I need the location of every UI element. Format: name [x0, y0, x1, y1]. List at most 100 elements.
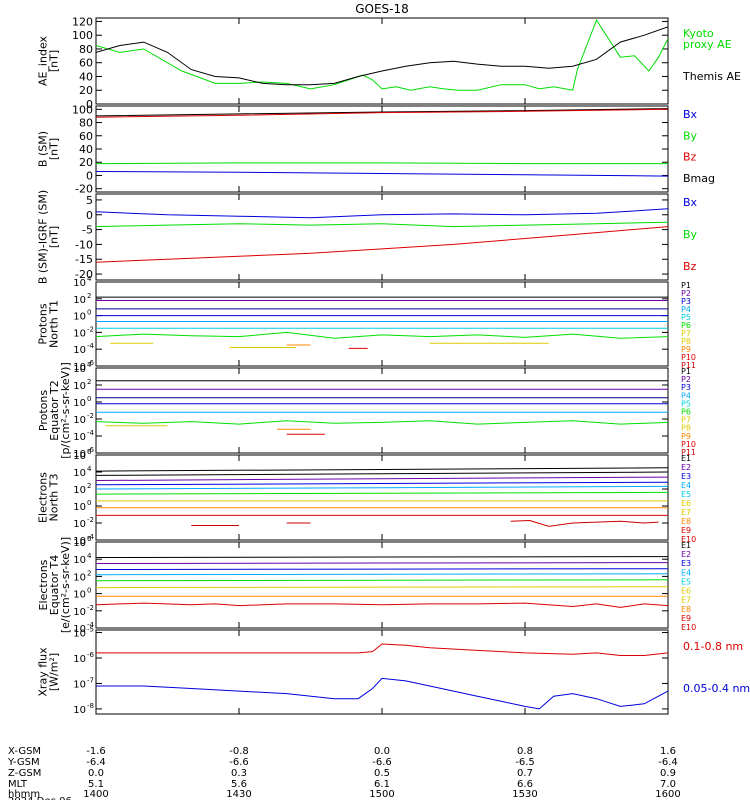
y-tick-exponent: -4	[87, 429, 95, 437]
y-axis-label: North T1	[48, 300, 61, 348]
y-tick-exponent: -2	[87, 604, 94, 612]
y-tick-label: 10	[73, 629, 86, 640]
y-tick-label: -20	[75, 183, 93, 196]
channel-label: P8	[681, 337, 691, 346]
footer-value: -6.5	[515, 757, 535, 768]
y-tick-label: 10	[73, 312, 86, 323]
y-tick-label: 10	[73, 328, 86, 339]
y-tick-label: 10	[73, 432, 86, 443]
series-line-1	[96, 19, 668, 91]
panel-frame	[95, 105, 669, 193]
series-line-2	[96, 471, 668, 476]
y-tick-label: 10	[73, 607, 86, 618]
channel-label: E3	[681, 472, 691, 481]
channel-label: E10	[681, 623, 696, 632]
y-tick-exponent: 6	[87, 535, 92, 543]
y-tick-label: 0	[86, 169, 93, 182]
y-axis-label: [nT]	[48, 138, 61, 160]
y-axis-label: [nT]	[48, 50, 61, 72]
series-line-8	[96, 602, 668, 608]
series-group	[96, 108, 668, 177]
y-tick-exponent: -4	[87, 342, 95, 350]
legend-entry: Bz	[683, 151, 697, 164]
channel-label: E8	[681, 517, 691, 526]
series-line-2	[96, 221, 668, 228]
channel-label: E7	[681, 596, 691, 605]
y-axis-label: [W/m²]	[48, 653, 61, 691]
panel-frame	[95, 541, 669, 629]
y-tick-label: 10	[73, 381, 86, 392]
channel-label: P8	[681, 424, 691, 433]
y-tick-label: 10	[73, 538, 86, 549]
footer-value: -6.6	[372, 757, 392, 768]
y-tick-label: 80	[79, 43, 93, 56]
footer-value: 1430	[226, 789, 251, 800]
channel-label: P11	[681, 448, 696, 457]
channel-label: P10	[681, 353, 696, 362]
y-tick-label: 0	[86, 209, 93, 222]
y-axis-label: AE_index	[37, 35, 50, 86]
series-group	[96, 643, 668, 710]
series-line-1	[96, 108, 668, 117]
series-line-5	[96, 579, 668, 582]
series-line-7	[96, 331, 668, 339]
y-tick-exponent: 4	[87, 465, 92, 473]
y-tick-exponent: -8	[87, 702, 94, 710]
panel-3: -20 -15 -10-5 0 5 B (SM)-IGRF (SM)[nT] Bx By Bz	[37, 190, 698, 284]
channel-label: E3	[681, 559, 691, 568]
footer-row-label: MLT	[8, 779, 28, 790]
series-line-6	[96, 420, 668, 425]
series-line-1	[96, 208, 668, 219]
y-tick-label: 10	[73, 362, 86, 373]
footer-value: 1500	[369, 789, 394, 800]
footer-value: 5.6	[231, 779, 247, 790]
footer-value: 0.8	[517, 746, 533, 757]
y-axis-label: [e/(cm²-s-sr-keV)]	[59, 537, 72, 633]
y-tick-label: 10	[73, 519, 86, 530]
y-tick-exponent: 2	[87, 569, 91, 577]
series-line-2	[96, 26, 668, 86]
series-line-2	[96, 108, 668, 118]
y-axis-label: Protons	[37, 390, 50, 431]
y-tick-label: 10	[73, 679, 86, 690]
footer-row-label: 2024 Dec 06	[8, 796, 72, 800]
channel-label: P1	[681, 281, 691, 290]
legend-entry: Bmag	[683, 172, 715, 185]
y-tick-exponent: -6	[87, 446, 95, 454]
panel-frame	[95, 17, 669, 105]
series-group	[96, 19, 668, 91]
y-axis-label: B (SM)	[37, 131, 50, 167]
channel-label: E5	[681, 577, 691, 586]
footer-value: 7.0	[660, 779, 676, 790]
legend-entry: 0.05-0.4 nm	[683, 682, 750, 695]
channel-label: E7	[681, 508, 691, 517]
panel-frame	[95, 454, 669, 541]
y-tick-label: 60	[79, 57, 93, 70]
y-axis-label: [p/(cm²-s-sr-keV)]	[59, 362, 72, 459]
y-tick-label: 10	[73, 624, 86, 635]
footer-value: 0.7	[517, 768, 533, 779]
footer-value: 0.0	[88, 768, 104, 779]
series-group	[96, 208, 668, 263]
panel-frame	[95, 193, 669, 281]
channel-label: E4	[681, 568, 691, 577]
legend-entry: Kyoto	[683, 27, 714, 40]
channel-label: P7	[681, 416, 691, 425]
y-tick-label: 10	[73, 449, 86, 460]
footer-value: 6.1	[374, 779, 390, 790]
series-line-3	[96, 162, 668, 165]
y-tick-label: 10	[73, 555, 86, 566]
channel-label: E6	[681, 587, 691, 596]
channel-label: E1	[681, 454, 691, 463]
footer-value: 1530	[512, 789, 537, 800]
series-group	[96, 556, 668, 608]
y-axis-label: Equator T4	[48, 555, 61, 615]
footer-value: 0.5	[374, 768, 390, 779]
y-tick-label: 10	[73, 451, 86, 462]
y-tick-exponent: 6	[87, 448, 92, 456]
y-tick-exponent: 4	[87, 552, 92, 560]
